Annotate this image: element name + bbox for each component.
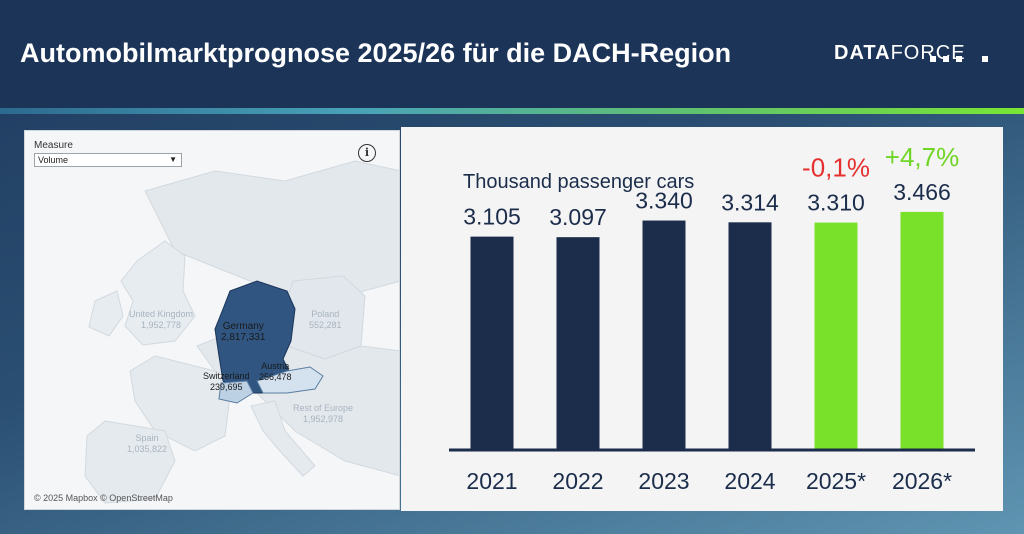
austria-shape — [256, 366, 324, 394]
change-label-2026*: +4,7% — [885, 142, 959, 172]
italy-shape — [250, 400, 316, 477]
value-label-2023: 3.340 — [635, 188, 693, 214]
land-north — [144, 160, 399, 297]
value-label-2022: 3.097 — [549, 204, 607, 230]
uk-shape — [120, 240, 196, 346]
x-tick-label-2026*: 2026* — [892, 468, 952, 494]
europe-map[interactable] — [25, 131, 400, 510]
map-label-germany: Germany 2,817,331 — [221, 321, 266, 343]
map-label-switzerland: Switzerland 239,695 — [203, 371, 250, 392]
france-shape — [129, 355, 231, 452]
map-label-austria: Austria 256,478 — [259, 361, 292, 382]
chart-panel: Thousand passenger cars 3.105 2021 3.097 20… — [401, 127, 1003, 511]
x-tick-label-2021: 2021 — [466, 468, 517, 494]
map-panel[interactable]: Measure Volume ▼ i United Kingdom 1,952,7… — [24, 130, 400, 510]
map-label-spain: Spain 1,035,822 — [127, 433, 168, 454]
dropdown-arrow-icon: ▼ — [169, 155, 177, 164]
measure-dropdown-value: Volume — [38, 155, 69, 165]
bar-2023 — [642, 220, 686, 449]
value-label-2026*: 3.466 — [893, 179, 951, 205]
page-title: Automobilmarktprognose 2025/26 für die D… — [20, 38, 732, 68]
info-icon[interactable]: i — [358, 144, 376, 162]
value-label-2025*: 3.310 — [807, 190, 865, 216]
spain-shape — [84, 420, 176, 504]
chart-subtitle: Thousand passenger cars — [463, 171, 695, 193]
ireland-shape — [88, 290, 124, 337]
value-label-2021: 3.105 — [463, 204, 521, 230]
map-label-rest-of-europe: Rest of Europe 1,952,978 — [293, 403, 354, 424]
bar-2021 — [470, 236, 514, 449]
map-label-poland: Poland 552,281 — [309, 309, 342, 330]
value-label-2024: 3.314 — [721, 189, 779, 215]
bar-2026* — [900, 211, 944, 449]
map-label-uk: United Kingdom 1,952,778 — [129, 309, 194, 330]
x-tick-label-2022: 2022 — [552, 468, 603, 494]
bar-chart: 3.105 2021 3.097 2022 3.340 2023 3.314 2024 3.31… — [449, 142, 975, 494]
x-tick-label-2023: 2023 — [638, 468, 689, 494]
measure-label: Measure — [34, 140, 73, 151]
x-tick-label-2025*: 2025* — [806, 468, 866, 494]
x-tick-label-2024: 2024 — [724, 468, 775, 494]
bar-2024 — [728, 222, 772, 449]
map-attribution: © 2025 Mapbox © OpenStreetMap — [34, 493, 173, 503]
change-label-2025*: -0,1% — [802, 153, 870, 183]
bar-2025* — [814, 222, 858, 449]
header-bar: Automobilmarktprognose 2025/26 für die D… — [0, 0, 1024, 108]
measure-dropdown[interactable]: Volume ▼ — [34, 153, 182, 167]
switzerland-shape — [218, 380, 254, 404]
accent-gradient-line — [0, 108, 1024, 114]
bar-2022 — [556, 237, 600, 449]
